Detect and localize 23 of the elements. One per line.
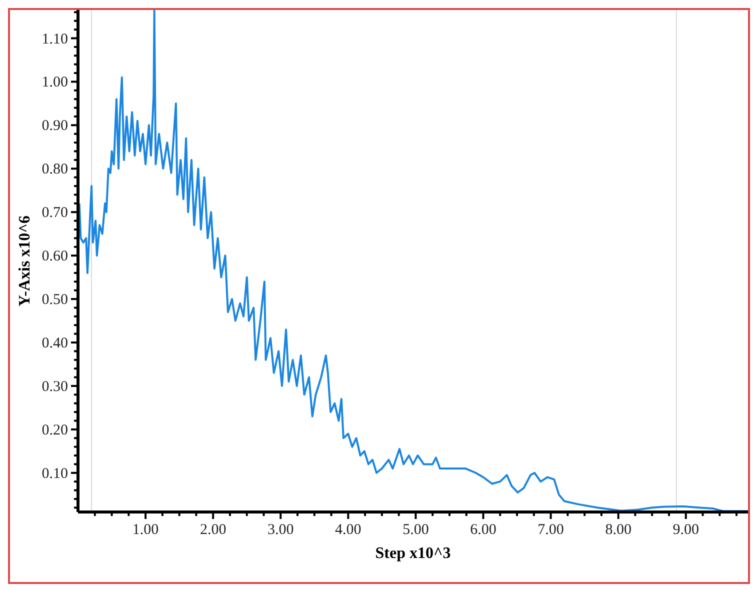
y-tick-label: 0.90 xyxy=(42,118,68,134)
x-tick-label: 7.00 xyxy=(538,522,564,538)
y-tick-label: 0.40 xyxy=(42,335,68,352)
y-tick-label: 0.70 xyxy=(42,205,68,222)
x-tick-label: 4.00 xyxy=(335,522,362,538)
y-tick-label: 0.60 xyxy=(42,248,68,265)
y-tick-label: 0.30 xyxy=(42,378,68,395)
x-tick-label: 9.00 xyxy=(672,522,699,538)
y-tick-label: 0.50 xyxy=(42,292,68,308)
y-tick-label: 1.00 xyxy=(42,74,68,91)
y-tick-label: 0.10 xyxy=(42,466,68,482)
line-series xyxy=(78,10,748,512)
y-tick-label: 1.10 xyxy=(42,31,68,48)
x-tick-label: 8.00 xyxy=(605,522,632,538)
x-tick-label: 6.00 xyxy=(470,522,496,538)
y-tick-label: 0.20 xyxy=(42,422,68,438)
x-axis-title: Step x10^3 xyxy=(375,545,451,562)
x-tick-label: 1.00 xyxy=(132,522,159,538)
x-tick-label: 2.00 xyxy=(200,522,226,538)
y-axis-title: Y-Axis x10^6 xyxy=(16,216,34,306)
x-tick-label: 3.00 xyxy=(267,522,294,538)
y-tick-label: 0.80 xyxy=(42,162,68,178)
x-tick-label: 5.00 xyxy=(402,522,429,538)
